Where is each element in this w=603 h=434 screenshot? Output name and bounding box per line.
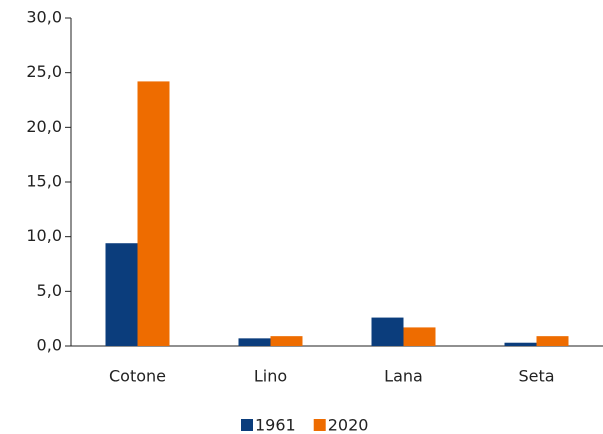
y-tick-label: 15,0 [26,172,62,191]
y-tick-label: 5,0 [37,281,62,300]
x-tick-label: Lino [254,367,287,386]
bar [105,243,138,346]
legend-label: 2020 [328,416,369,434]
y-tick-label: 10,0 [26,226,62,245]
x-tick-label: Lana [384,367,423,386]
y-tick-label: 25,0 [26,62,62,81]
legend-label: 1961 [255,416,296,434]
bar [137,81,170,346]
bar [504,342,537,346]
y-tick-label: 0,0 [37,336,62,355]
y-tick-label: 20,0 [26,117,62,136]
x-tick-label: Cotone [109,367,166,386]
bar [270,336,303,346]
y-tick-label: 30,0 [26,8,62,27]
legend-swatch [313,419,326,431]
bar [536,336,569,346]
bar [238,338,271,346]
bar [371,317,404,346]
x-tick-label: Seta [518,367,554,386]
bar [403,327,436,346]
legend-swatch [241,419,253,431]
